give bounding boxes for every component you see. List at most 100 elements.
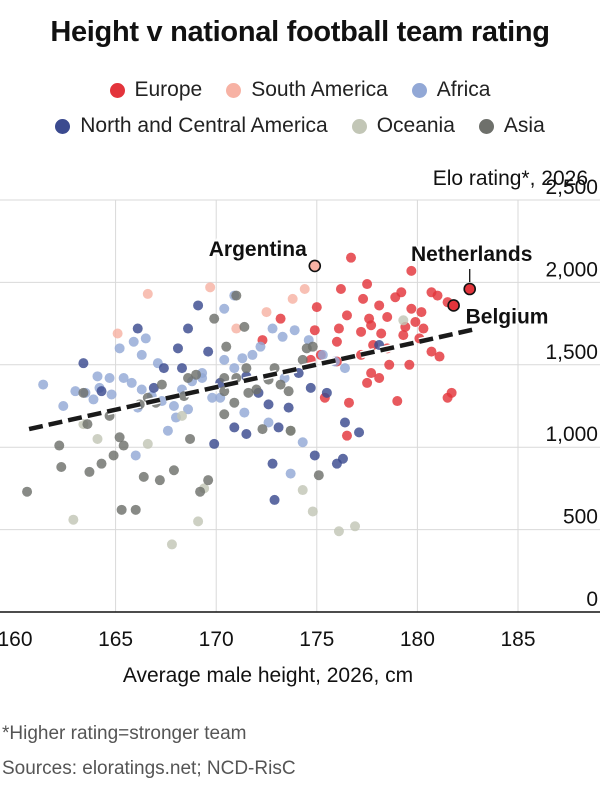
data-point-asia (219, 409, 230, 420)
data-point-africa (136, 384, 147, 395)
data-point-asia (54, 440, 65, 451)
data-point-asia (221, 341, 232, 352)
data-point-oceania (307, 506, 318, 517)
data-point-africa (88, 394, 99, 405)
legend-row-2: North and Central America Oceania Asia (0, 114, 600, 138)
data-point-north-and-central-america (96, 386, 107, 397)
data-point-europe (335, 283, 346, 294)
data-point-europe (392, 396, 403, 407)
data-point-europe (362, 377, 373, 388)
data-point-oceania (350, 521, 361, 532)
data-point-north-and-central-america (309, 450, 320, 461)
data-point-asia (229, 397, 240, 408)
data-point-europe (366, 368, 377, 379)
legend-label-europe: Europe (134, 78, 203, 101)
data-point-asia (257, 424, 268, 435)
legend-item-europe: Europe (109, 78, 203, 102)
data-point-africa (339, 363, 350, 374)
data-point-north-and-central-america (339, 417, 350, 428)
data-point-europe (384, 359, 395, 370)
data-point-africa (126, 377, 137, 388)
trend-line-group (28, 324, 479, 433)
data-point-europe (416, 307, 427, 318)
data-point-europe (374, 300, 385, 311)
data-point-africa (247, 349, 258, 360)
highlighted-points (308, 259, 477, 312)
data-point-south-america (299, 283, 310, 294)
legend-item-asia: Asia (478, 114, 545, 138)
data-point-europe (362, 279, 373, 290)
data-point-asia (283, 386, 294, 397)
legend-label-africa: Africa (436, 78, 491, 101)
data-point-europe (382, 312, 393, 323)
x-tick-label: 170 (199, 628, 234, 651)
legend-label-south-america: South America (251, 78, 388, 101)
data-point-asia (22, 486, 33, 497)
legend-item-oceania: Oceania (351, 114, 455, 138)
data-point-asia (96, 458, 107, 469)
y-tick-label: 1,000 (545, 423, 598, 446)
data-point-africa (162, 425, 173, 436)
data-point-south-america (205, 282, 216, 293)
data-point-north-and-central-america (209, 438, 220, 449)
annotation-netherlands: Netherlands (411, 243, 532, 266)
legend-label-oceania: Oceania (376, 114, 455, 137)
data-point-asia (183, 372, 194, 383)
y-tick-label: 0 (586, 588, 598, 611)
legend-item-africa: Africa (411, 78, 491, 102)
data-point-europe (331, 336, 342, 347)
legend-swatch-asia (478, 118, 494, 134)
data-point-europe (366, 320, 377, 331)
data-point-europe (311, 302, 322, 313)
x-tick-label: 165 (98, 628, 133, 651)
trend-line (28, 326, 479, 432)
data-point-europe (275, 313, 286, 324)
data-point-europe (418, 323, 429, 334)
data-point-asia (219, 386, 230, 397)
data-point-asia (239, 321, 250, 332)
data-point-north-and-central-america (354, 427, 365, 438)
data-point-africa (267, 323, 278, 334)
data-point-europe (356, 326, 367, 337)
data-point-asia (138, 471, 149, 482)
data-point-north-and-central-america (172, 343, 183, 354)
data-point-africa (168, 401, 179, 411)
data-point-asia (231, 290, 242, 301)
x-tick-label: 180 (400, 628, 435, 651)
data-point-africa (289, 325, 300, 336)
data-point-europe (406, 265, 417, 276)
data-point-africa (136, 349, 147, 360)
data-point-asia (313, 470, 324, 481)
annotation-belgium: Belgium (466, 305, 549, 328)
data-point-oceania (68, 514, 79, 525)
data-point-north-and-central-america (241, 429, 252, 440)
legend-item-south-america: South America (226, 78, 388, 102)
data-point-north-and-central-america (273, 422, 284, 433)
data-point-oceania (297, 485, 308, 496)
axes: 160 165 170 175 180 185 0 500 1,000 1,500 2,000 2,5… (0, 176, 600, 687)
data-point-africa (297, 437, 308, 448)
data-point-africa (277, 331, 288, 342)
data-point-africa (118, 372, 129, 383)
legend-swatch-north-central-america (55, 118, 71, 134)
data-points (22, 252, 457, 550)
data-point-africa (130, 450, 141, 461)
data-point-oceania (142, 438, 153, 449)
data-point-asia (168, 465, 179, 476)
data-point-oceania (333, 526, 344, 537)
data-point-europe (406, 303, 417, 314)
data-point-africa (229, 363, 240, 374)
data-point-africa (237, 353, 248, 364)
legend-row-1: Europe South America Africa (0, 78, 600, 102)
legend-swatch-europe (109, 82, 125, 98)
data-point-asia (275, 379, 286, 390)
data-point-south-america (142, 288, 153, 299)
data-point-oceania (166, 539, 177, 550)
y-axis-title: Elo rating*, 2026 (432, 167, 588, 190)
data-point-europe (434, 351, 445, 362)
data-point-africa (207, 392, 218, 403)
data-point-europe (442, 392, 453, 403)
data-point-asia (118, 440, 129, 451)
data-point-oceania (92, 433, 103, 444)
